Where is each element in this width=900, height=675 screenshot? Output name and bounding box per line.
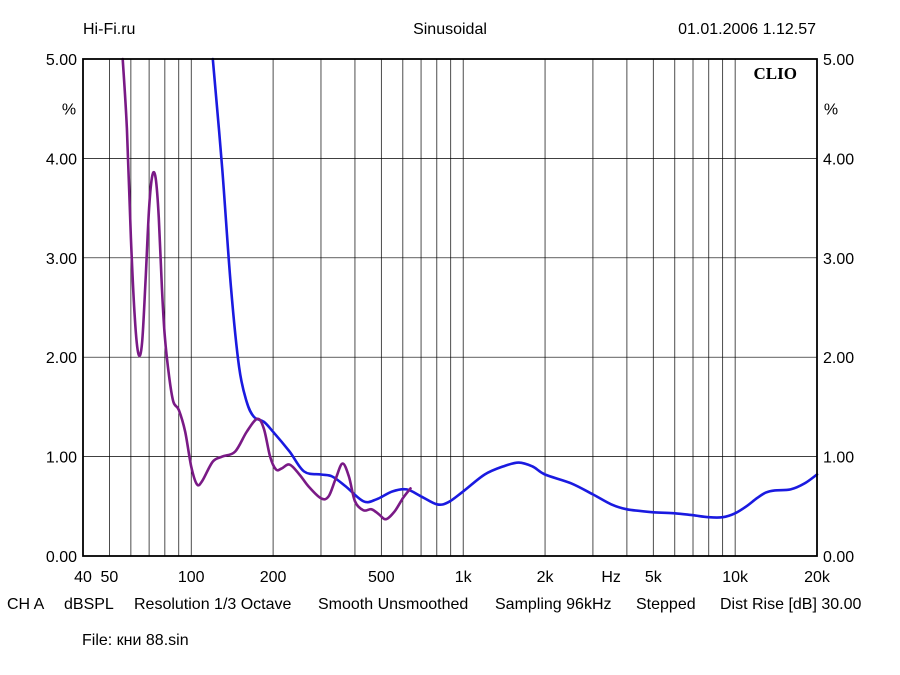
- y-tick-label-right: 3.00: [823, 251, 854, 268]
- x-tick-label: 10k: [722, 569, 749, 586]
- y-unit-label-right: %: [824, 102, 838, 119]
- y-tick-label-left: 0.00: [46, 549, 77, 566]
- y-unit-label-left: %: [62, 102, 76, 119]
- x-tick-label: 1k: [455, 569, 473, 586]
- dist-rise-label: Dist Rise [dB] 30.00: [720, 596, 862, 613]
- y-tick-label-left: 2.00: [46, 350, 77, 367]
- y-tick-label-right: 2.00: [823, 350, 854, 367]
- plot-frame: [82, 58, 818, 557]
- file-name-label: File: кни 88.sin: [82, 632, 189, 649]
- x-tick-label: 500: [368, 569, 395, 586]
- header-left-title: Hi-Fi.ru: [83, 21, 135, 38]
- series-lines: [121, 57, 819, 521]
- x-tick-label: 200: [260, 569, 287, 586]
- channel-label: CH A: [7, 596, 45, 613]
- axis-labels: 0.00 0.00 1.00 1.00 2.00 2.00 3.00 3.00 4.00 4.00…: [46, 52, 854, 586]
- y-tick-label-right: 0.00: [823, 549, 854, 566]
- resolution-label: Resolution 1/3 Octave: [134, 596, 292, 613]
- y-tick-label-left: 4.00: [46, 151, 77, 168]
- sampling-label: Sampling 96kHz: [495, 596, 612, 613]
- x-tick-label: 50: [100, 569, 118, 586]
- smoothing-label: Smooth Unsmoothed: [318, 596, 469, 613]
- x-tick-label: 20k: [804, 569, 831, 586]
- x-tick-label: 100: [178, 569, 205, 586]
- series-line-thd-purple: [121, 57, 412, 521]
- y-tick-label-right: 4.00: [823, 151, 854, 168]
- mode-label: Stepped: [636, 596, 696, 613]
- y-tick-label-left: 1.00: [46, 450, 77, 467]
- y-tick-label-left: 3.00: [46, 251, 77, 268]
- x-tick-label: 40: [74, 569, 92, 586]
- unit-label: dBSPL: [64, 596, 114, 613]
- clio-watermark: CLIO: [754, 64, 797, 83]
- measurement-info-bar: CH A dBSPL Resolution 1/3 Octave Smooth …: [0, 596, 900, 616]
- x-unit-label: Hz: [601, 569, 621, 586]
- series-line-thd-blue: [211, 57, 819, 519]
- x-tick-label: 2k: [537, 569, 555, 586]
- header-timestamp: 01.01.2006 1.12.57: [678, 21, 816, 38]
- y-tick-label-left: 5.00: [46, 52, 77, 69]
- y-tick-label-right: 5.00: [823, 52, 854, 69]
- x-tick-label: 5k: [645, 569, 663, 586]
- y-tick-label-right: 1.00: [823, 450, 854, 467]
- grid: [83, 59, 817, 556]
- header-chart-title: Sinusoidal: [413, 21, 487, 38]
